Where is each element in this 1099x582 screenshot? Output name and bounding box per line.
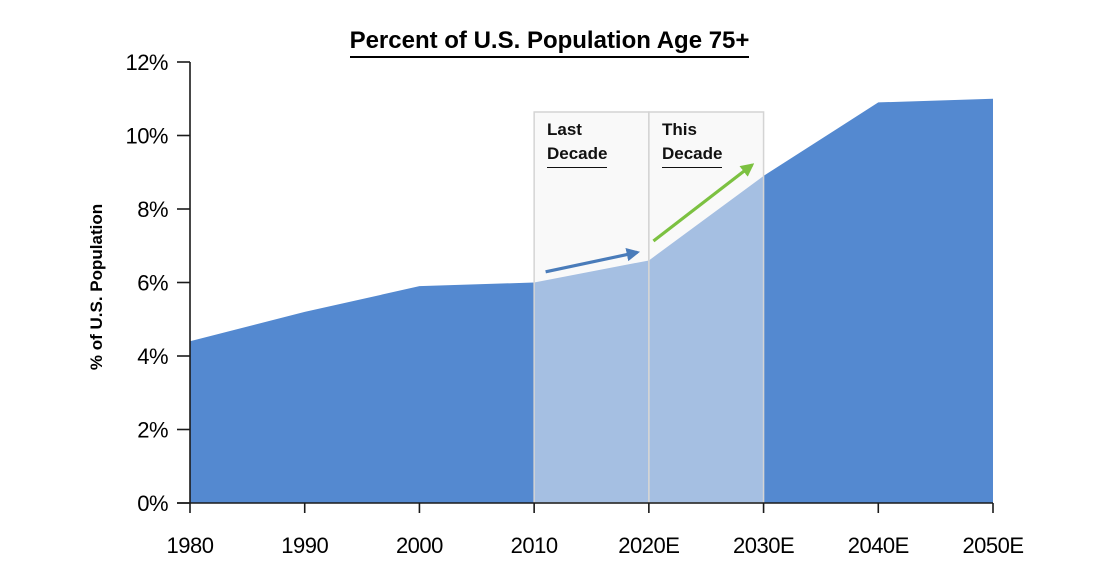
x-tick-label: 2030E — [733, 533, 794, 558]
highlight-box-this-decade — [648, 111, 765, 504]
highlight-box-last-decade — [533, 111, 650, 504]
chart-title-text: Percent of U.S. Population Age 75+ — [349, 27, 750, 58]
x-tick-label: 1990 — [281, 533, 328, 558]
x-tick-label: 2020E — [618, 533, 679, 558]
trend-arrow-this-decade — [652, 163, 755, 243]
this-decade-label: This Decade — [662, 118, 723, 168]
this-decade-label-line2: Decade — [662, 142, 723, 168]
x-tick-label: 2050E — [962, 533, 1023, 558]
y-tick-label: 10% — [125, 124, 168, 149]
last-decade-label-line2: Decade — [547, 142, 608, 168]
last-decade-label-line1: Last — [547, 120, 582, 139]
y-tick-label: 2% — [137, 418, 168, 443]
x-tick-label: 1980 — [167, 533, 214, 558]
this-decade-label-line1: This — [662, 120, 697, 139]
x-tick-label: 2010 — [511, 533, 558, 558]
trend-arrow-last-decade — [545, 248, 641, 274]
x-tick-label: 2040E — [848, 533, 909, 558]
y-axis-title: % of U.S. Population — [87, 203, 106, 371]
last-decade-label: Last Decade — [547, 118, 608, 168]
y-tick-label: 4% — [137, 344, 168, 369]
chart-title: Percent of U.S. Population Age 75+ — [0, 27, 1099, 58]
x-tick-label: 2000 — [396, 533, 443, 558]
y-tick-label: 8% — [137, 197, 168, 222]
y-tick-label: 0% — [137, 491, 168, 516]
y-tick-label: 12% — [125, 50, 168, 75]
y-tick-label: 6% — [137, 271, 168, 296]
